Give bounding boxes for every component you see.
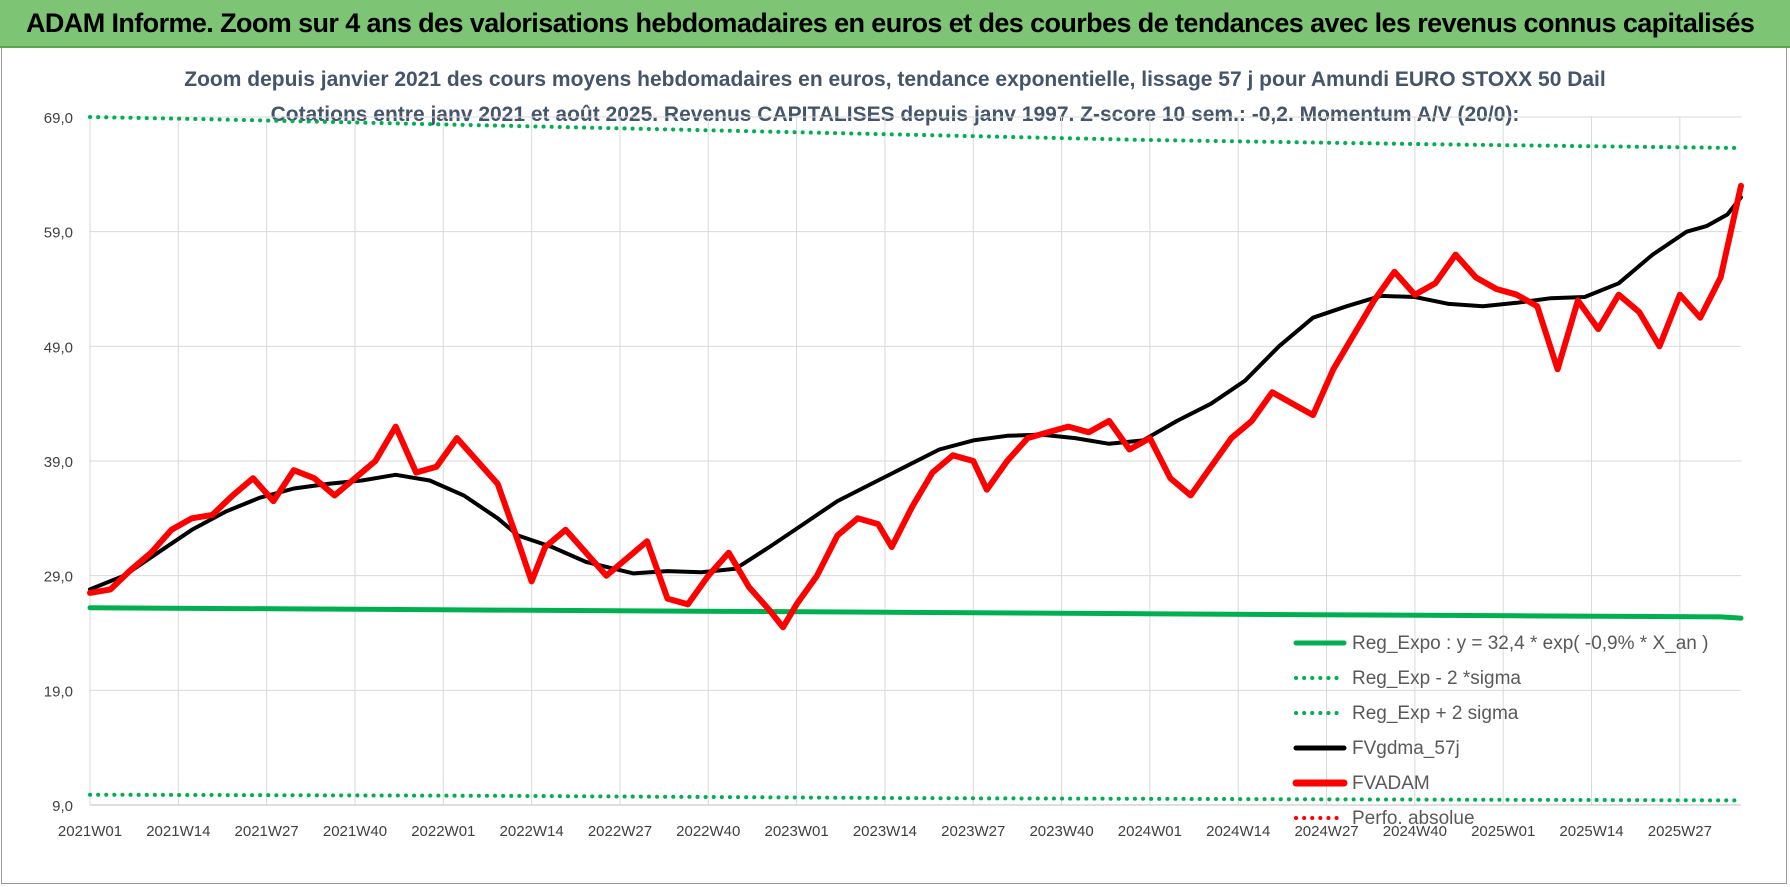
series-line-4 [87, 182, 1744, 631]
legend: Reg_Expo : y = 32,4 * exp( -0,9% * X_an … [1292, 633, 1708, 829]
x-tick-label: 2021W14 [146, 823, 210, 840]
series-line-0 [87, 605, 1744, 621]
y-tick-label: 59,0 [44, 225, 73, 242]
axes: 9,0 19,0 29,0 39,0 49,0 59,0 69,0 2021W01 2021W1… [44, 110, 1741, 840]
x-tick-label: 2025W01 [1471, 823, 1535, 840]
x-tick-label: 2021W01 [58, 823, 122, 840]
x-tick-label: 2025W14 [1559, 823, 1623, 840]
y-tick-label: 39,0 [44, 454, 73, 471]
legend-label: Reg_Expo : y = 32,4 * exp( -0,9% * X_an … [1352, 633, 1708, 654]
series-line-3 [88, 195, 1743, 592]
x-tick-label: 2023W40 [1029, 823, 1093, 840]
x-tick-label: 2022W14 [500, 823, 564, 840]
legend-label: Perfo. absolue [1352, 808, 1475, 829]
legend-label: FVADAM [1352, 773, 1430, 794]
x-tick-label: 2023W01 [764, 823, 828, 840]
x-tick-label: 2021W40 [323, 823, 387, 840]
y-tick-label: 9,0 [52, 798, 73, 815]
y-tick-label: 29,0 [44, 569, 73, 586]
x-tick-label: 2022W27 [588, 823, 652, 840]
x-tick-label: 2022W40 [676, 823, 740, 840]
header-bar: ADAM Informe. Zoom sur 4 ans des valoris… [0, 0, 1790, 48]
legend-label: FVgdma_57j [1352, 738, 1460, 759]
chart: Zoom depuis janvier 2021 des cours moyen… [44, 68, 1744, 840]
x-tick-label: 2022W01 [411, 823, 475, 840]
x-tick-label: 2025W27 [1648, 823, 1712, 840]
legend-label: Reg_Exp + 2 sigma [1352, 703, 1519, 724]
series-line-1 [88, 792, 1743, 803]
y-tick-label: 49,0 [44, 339, 73, 356]
x-tick-label: 2024W40 [1383, 823, 1447, 840]
x-tick-label: 2021W27 [235, 823, 299, 840]
y-tick-label: 69,0 [44, 110, 73, 127]
chart-title-line1: Zoom depuis janvier 2021 des cours moyen… [184, 68, 1605, 91]
chart-title-line2: Cotations entre janv 2021 et août 2025. … [271, 103, 1520, 126]
x-tick-label: 2024W01 [1118, 823, 1182, 840]
x-tick-label: 2024W27 [1294, 823, 1358, 840]
header-title: ADAM Informe. Zoom sur 4 ans des valoris… [26, 8, 1755, 38]
legend-label: Reg_Exp - 2 *sigma [1352, 668, 1521, 689]
y-tick-label: 19,0 [44, 683, 73, 700]
x-tick-label: 2023W27 [941, 823, 1005, 840]
chart-frame [1, 48, 1787, 884]
x-tick-label: 2023W14 [853, 823, 917, 840]
series-line-2 [88, 115, 1743, 150]
x-tick-label: 2024W14 [1206, 823, 1270, 840]
series-layer [87, 115, 1744, 803]
